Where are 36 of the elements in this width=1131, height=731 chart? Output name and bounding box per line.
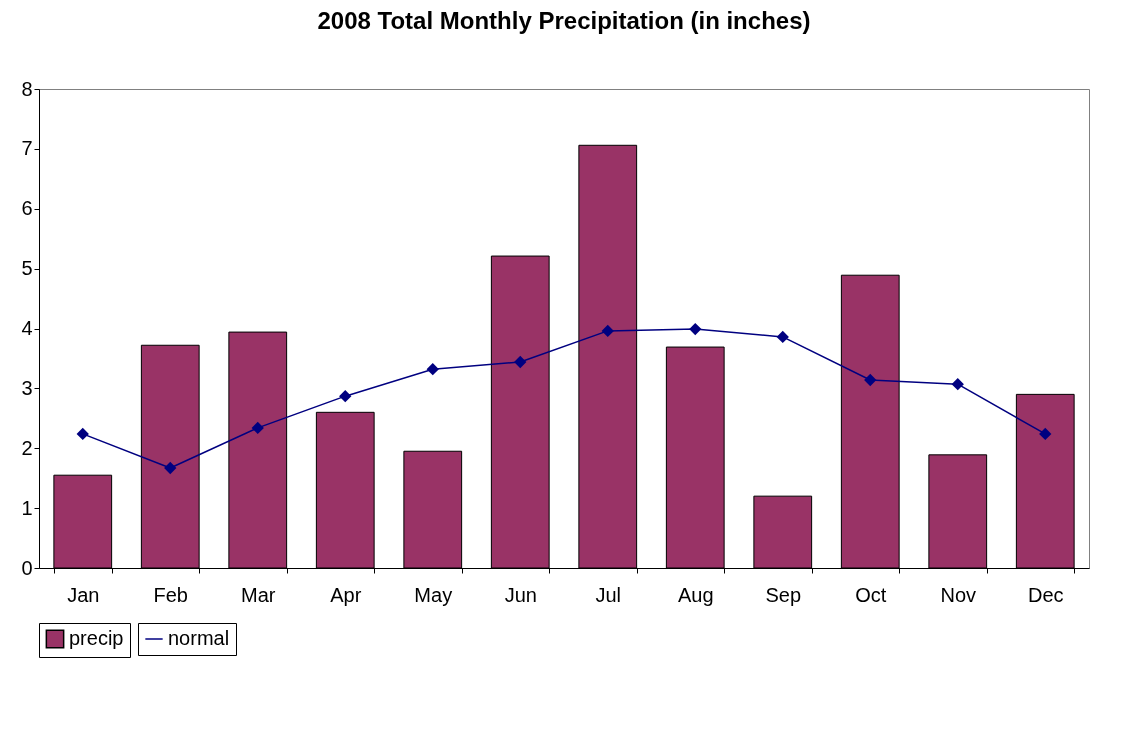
point [864, 374, 876, 386]
point [514, 356, 526, 368]
x-tick-label: May [414, 583, 453, 606]
point [952, 378, 964, 390]
y-tick-label: 3 [21, 376, 33, 399]
y-tick-label: 2 [21, 436, 33, 459]
x-tick-label: Jan [67, 583, 100, 606]
point [164, 462, 176, 474]
point [1039, 428, 1051, 440]
x-tick-label: Aug [677, 583, 714, 606]
x-tick-label: Jun [504, 583, 537, 606]
point [252, 422, 264, 434]
y-tick-label: 1 [21, 496, 33, 519]
y-tick-label: 7 [21, 137, 33, 160]
y-tick-label: 4 [21, 317, 33, 339]
point [602, 325, 614, 337]
point [777, 331, 789, 343]
x-tick-label: Apr [330, 583, 362, 606]
point [339, 390, 351, 402]
y-tick-label: 5 [21, 257, 33, 280]
chart-title: 2008 Total Monthly Precipitation (in inches) [317, 7, 811, 34]
point [427, 363, 439, 375]
legend-label: normal [168, 627, 230, 649]
x-tick-label: Oct [855, 583, 887, 606]
x-tick-label: Jul [595, 583, 622, 606]
point [689, 323, 701, 335]
x-tick-label: Mar [241, 583, 276, 606]
legend-label: precip [69, 627, 124, 649]
y-tick-label: 0 [21, 556, 33, 579]
x-tick-label: Nov [940, 583, 977, 606]
x-tick-label: Dec [1027, 583, 1064, 606]
y-tick-label: 8 [21, 77, 33, 100]
x-tick-label: Sep [765, 583, 802, 606]
point [77, 428, 89, 440]
x-tick-label: Feb [153, 583, 188, 606]
y-tick-label: 6 [21, 197, 33, 220]
